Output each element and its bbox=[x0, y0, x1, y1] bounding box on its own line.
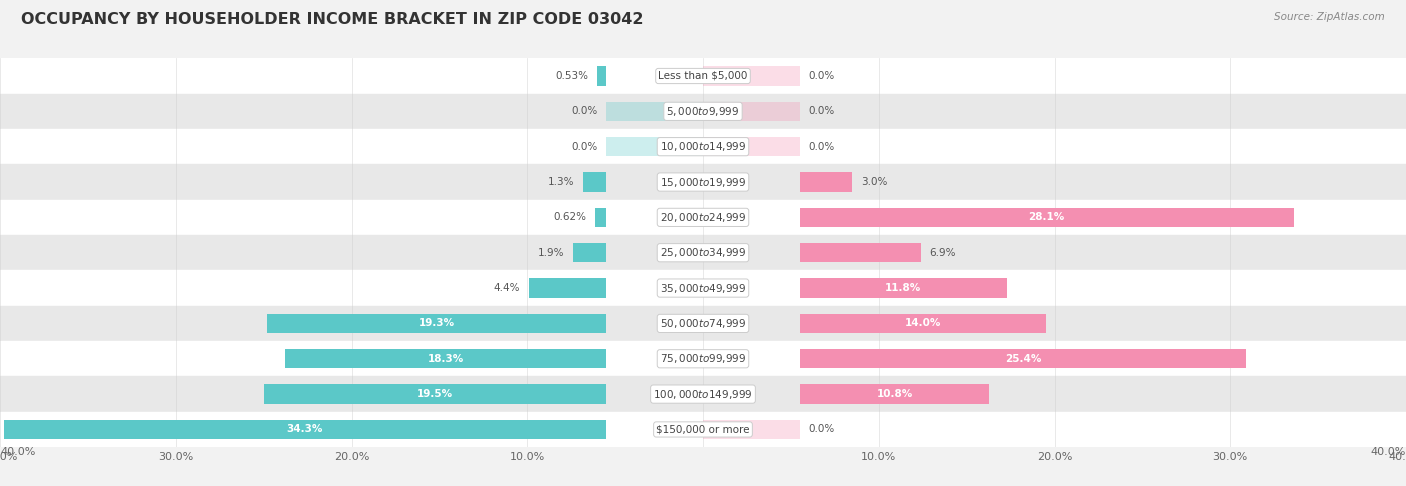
Bar bbox=[0, 341, 1406, 377]
Text: 6.9%: 6.9% bbox=[929, 248, 956, 258]
Bar bbox=[800, 349, 1246, 368]
Text: 3.0%: 3.0% bbox=[860, 177, 887, 187]
Text: 0.0%: 0.0% bbox=[571, 106, 598, 116]
Bar bbox=[267, 313, 606, 333]
Bar bbox=[703, 102, 800, 121]
Bar bbox=[0, 412, 1406, 447]
Text: 40.0%: 40.0% bbox=[1371, 447, 1406, 457]
Bar bbox=[574, 243, 606, 262]
Bar bbox=[800, 278, 1007, 298]
Bar bbox=[598, 66, 606, 86]
Bar bbox=[596, 208, 606, 227]
Text: 0.0%: 0.0% bbox=[808, 142, 835, 152]
Bar bbox=[0, 306, 1406, 341]
Text: 34.3%: 34.3% bbox=[287, 424, 323, 434]
Bar bbox=[0, 235, 1406, 270]
Text: 0.0%: 0.0% bbox=[808, 106, 835, 116]
Text: OCCUPANCY BY HOUSEHOLDER INCOME BRACKET IN ZIP CODE 03042: OCCUPANCY BY HOUSEHOLDER INCOME BRACKET … bbox=[21, 12, 644, 27]
Text: 0.53%: 0.53% bbox=[555, 71, 588, 81]
Bar bbox=[703, 137, 800, 156]
Text: 18.3%: 18.3% bbox=[427, 354, 464, 364]
Text: 0.62%: 0.62% bbox=[554, 212, 586, 223]
Text: 0.0%: 0.0% bbox=[808, 424, 835, 434]
Text: $50,000 to $74,999: $50,000 to $74,999 bbox=[659, 317, 747, 330]
Bar bbox=[606, 102, 703, 121]
Text: $75,000 to $99,999: $75,000 to $99,999 bbox=[659, 352, 747, 365]
Text: 10.8%: 10.8% bbox=[876, 389, 912, 399]
Text: 4.4%: 4.4% bbox=[494, 283, 520, 293]
Bar bbox=[0, 270, 1406, 306]
Text: 19.5%: 19.5% bbox=[418, 389, 453, 399]
Bar bbox=[0, 377, 1406, 412]
Text: $25,000 to $34,999: $25,000 to $34,999 bbox=[659, 246, 747, 259]
Text: 1.3%: 1.3% bbox=[548, 177, 575, 187]
Text: 40.0%: 40.0% bbox=[0, 447, 35, 457]
Bar bbox=[800, 173, 852, 192]
Text: $15,000 to $19,999: $15,000 to $19,999 bbox=[659, 175, 747, 189]
Text: $100,000 to $149,999: $100,000 to $149,999 bbox=[654, 388, 752, 400]
Bar bbox=[583, 173, 606, 192]
Text: 14.0%: 14.0% bbox=[904, 318, 941, 329]
Bar bbox=[529, 278, 606, 298]
Bar bbox=[0, 129, 1406, 164]
Bar bbox=[4, 420, 606, 439]
Text: 1.9%: 1.9% bbox=[537, 248, 564, 258]
Bar bbox=[284, 349, 606, 368]
Text: 25.4%: 25.4% bbox=[1005, 354, 1040, 364]
Text: 0.0%: 0.0% bbox=[571, 142, 598, 152]
Text: Less than $5,000: Less than $5,000 bbox=[658, 71, 748, 81]
Bar bbox=[800, 243, 921, 262]
Bar bbox=[0, 58, 1406, 94]
Bar bbox=[0, 164, 1406, 200]
Bar bbox=[0, 94, 1406, 129]
Bar bbox=[800, 313, 1046, 333]
Bar bbox=[606, 137, 703, 156]
Text: Source: ZipAtlas.com: Source: ZipAtlas.com bbox=[1274, 12, 1385, 22]
Text: $35,000 to $49,999: $35,000 to $49,999 bbox=[659, 281, 747, 295]
Bar bbox=[703, 66, 800, 86]
Text: 0.0%: 0.0% bbox=[808, 71, 835, 81]
Bar bbox=[264, 384, 606, 404]
Bar bbox=[703, 420, 800, 439]
Text: 28.1%: 28.1% bbox=[1028, 212, 1064, 223]
Bar bbox=[0, 200, 1406, 235]
Bar bbox=[800, 384, 990, 404]
Text: 11.8%: 11.8% bbox=[886, 283, 921, 293]
Text: $10,000 to $14,999: $10,000 to $14,999 bbox=[659, 140, 747, 153]
Bar bbox=[800, 208, 1294, 227]
Text: 19.3%: 19.3% bbox=[419, 318, 454, 329]
Text: $150,000 or more: $150,000 or more bbox=[657, 424, 749, 434]
Text: $5,000 to $9,999: $5,000 to $9,999 bbox=[666, 105, 740, 118]
Text: $20,000 to $24,999: $20,000 to $24,999 bbox=[659, 211, 747, 224]
